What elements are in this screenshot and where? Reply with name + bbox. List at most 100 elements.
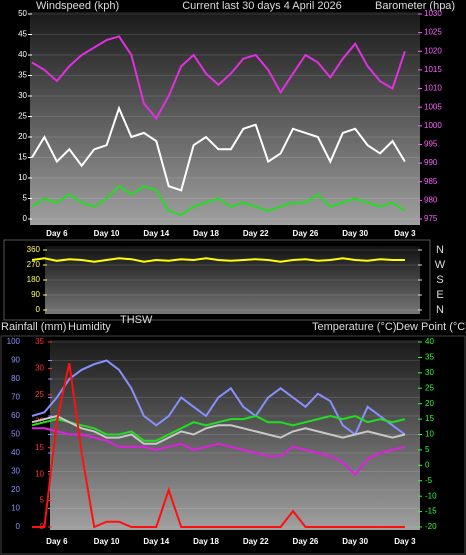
y-axis-label: Windspeed (kph) [36,0,119,12]
y2-tick-label: W [435,259,446,271]
plot-area [30,12,420,225]
y3-tick-label: 15 [35,443,44,452]
y-tick-label: 20 [18,132,27,141]
y2-tick-label: 975 [424,214,438,223]
y-tick-label: 70 [11,393,20,402]
y-tick-label: 30 [11,467,20,476]
y2-tick-label: 1025 [424,28,442,37]
x-tick-label: Day 3 [394,229,416,238]
y-tick-label: 90 [31,290,40,299]
y-tick-label: 45 [18,30,27,39]
panel-border [0,335,466,555]
y-tick-label: 270 [27,260,41,269]
y-tick-label: 100 [7,337,21,346]
series-line [32,362,405,529]
y2-tick-label: -15 [425,507,437,516]
y2-tick-label: 1005 [424,102,442,111]
y2-tick-label: -5 [425,476,433,485]
y2-tick-label: -20 [425,522,437,531]
y-tick-label: 15 [18,153,27,162]
x-tick-label: Day 18 [193,229,219,238]
y2-tick-label: 1000 [424,121,442,130]
y3-tick-label: 30 [35,364,44,373]
y2-tick-label: 35 [425,353,434,362]
y-tick-label: 25 [18,112,27,121]
y-tick-label: 10 [18,173,27,182]
y2-tick-label: 1030 [424,9,442,18]
chart-title: Current last 30 days 4 April 2026 [182,0,342,12]
y-tick-label: 0 [23,214,28,223]
y2-tick-label: -10 [425,491,437,500]
series-line [31,105,406,192]
y-tick-label: 30 [18,91,27,100]
x-tick-label: Day 6 [46,537,68,546]
x-tick-label: Day 18 [193,537,219,546]
y2-tick-label: 30 [425,368,434,377]
y2-tick-label: N [436,244,444,256]
series-line [31,359,406,437]
y-tick-label: 5 [23,194,28,203]
y2-tick-label: 1020 [424,46,442,55]
y2-tick-label: 15 [425,414,434,423]
y-tick-label: 80 [11,374,20,383]
y-tick-label: 60 [11,411,20,420]
y2-tick-label: 10 [425,430,434,439]
series-line [31,414,406,445]
x-tick-label: Day 26 [293,537,319,546]
y-tick-label: 20 [11,485,20,494]
x-tick-label: Day 14 [143,537,169,546]
x-tick-label: Day 10 [94,537,120,546]
series-line [32,427,406,477]
y-tick-label: 180 [27,275,41,284]
y-tick-label: 50 [18,9,27,18]
y2-tick-label: 995 [424,140,438,149]
x-tick-label: Day 14 [143,229,169,238]
series-line [31,184,406,217]
y3-axis-label: Rainfall (mm) [1,321,66,333]
y2-tick-label: 25 [425,383,434,392]
y-tick-label: 35 [18,71,27,80]
series-line [31,414,406,442]
series-line [31,35,406,121]
y2-axis-label: Temperature (°C) [312,321,396,333]
y-axis-label: Humidity [68,321,111,333]
y2-tick-label: 990 [424,158,438,167]
y-tick-label: 50 [11,430,20,439]
y2-axis-label: Dew Point (°C) [396,321,466,333]
y-tick-label: 0 [36,305,41,314]
plot-area [45,246,420,314]
x-tick-label: Day 10 [94,229,120,238]
y2-tick-label: N [436,304,444,316]
x-tick-label: Day 26 [293,229,319,238]
y3-tick-label: 10 [35,469,44,478]
annotation: THSW [120,314,153,326]
series-line [31,257,405,263]
x-tick-label: Day 22 [243,229,269,238]
y2-tick-label: 5 [425,445,430,454]
y-tick-label: 10 [11,504,20,513]
y2-tick-label: 1010 [424,84,442,93]
x-tick-label: Day 30 [342,537,368,546]
x-tick-label: Day 22 [243,537,269,546]
y3-tick-label: 5 [40,496,45,505]
y-tick-label: 40 [11,448,20,457]
y-tick-label: 90 [11,356,20,365]
y2-tick-label: 1015 [424,65,442,74]
y2-tick-label: 20 [425,399,434,408]
y2-tick-label: S [436,274,443,286]
y3-tick-label: 35 [35,337,44,346]
x-tick-label: Day 3 [394,537,416,546]
y-tick-label: 360 [27,245,41,254]
y2-tick-label: 40 [425,337,434,346]
y2-tick-label: 980 [424,195,438,204]
y-tick-label: 0 [16,522,21,531]
x-tick-label: Day 6 [46,229,68,238]
y2-tick-label: 0 [425,460,430,469]
panel-border [3,239,431,321]
x-tick-label: Day 30 [342,229,368,238]
y-tick-label: 40 [18,50,27,59]
y2-tick-label: 985 [424,177,438,186]
y3-tick-label: 25 [35,390,44,399]
y2-tick-label: E [436,289,443,301]
